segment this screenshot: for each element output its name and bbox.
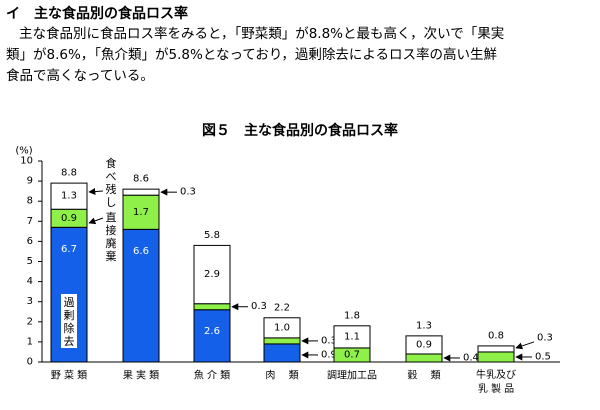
bar-total-label: 5.8 xyxy=(204,230,220,241)
category-label: 魚 介 類 xyxy=(194,369,230,382)
bar-segment-tabenokoshi xyxy=(50,182,88,210)
bar-segment-tabenokoshi xyxy=(122,188,160,196)
bar-value-chokusetsu: 0.3 xyxy=(321,335,337,346)
bar-value-tabenokoshi: 0.9 xyxy=(416,339,432,350)
category-label: 調理加工品 xyxy=(327,369,377,382)
bar-value-tabenokoshi: 1.1 xyxy=(344,331,360,342)
category-label: 野 菜 類 xyxy=(51,370,87,382)
section-title: イ 主な食品別の食品ロス率 xyxy=(6,6,188,22)
annotation-chokusetsu: 直接廃棄 xyxy=(106,210,117,263)
y-tick-label: 6 xyxy=(27,236,33,247)
annotation-tabenokoshi: 食べ残し xyxy=(106,156,117,209)
body-paragraph: 主な食品別に食品ロス率をみると，「野菜類」が8.8%と最も高く，次いで「果実 類… xyxy=(6,24,584,87)
bar-segment-tabenokoshi xyxy=(333,325,371,349)
bar-value-tabenokoshi: 2.9 xyxy=(204,269,220,280)
bar-value-kajo: 6.6 xyxy=(133,246,149,257)
category-label: 果 実 類 xyxy=(123,369,159,382)
bar-total-label: 2.2 xyxy=(274,302,290,313)
bar-value-tabenokoshi: 1.0 xyxy=(274,322,290,333)
bar-segment-kajo xyxy=(263,343,301,363)
category-label: 穀 類 xyxy=(407,369,440,382)
paragraph-line-3: 食品で高くなっている。 xyxy=(6,68,154,84)
y-tick-label: 3 xyxy=(27,296,33,307)
label-arrow xyxy=(88,188,104,196)
bar-value-chokusetsu: 0.7 xyxy=(344,349,360,360)
bar-value-tabenokoshi: 0.3 xyxy=(537,332,553,343)
bar-total-label: 1.3 xyxy=(416,320,432,331)
bar-total-label: 8.6 xyxy=(133,174,149,185)
paragraph-line-1: 主な食品別に食品ロス率をみると，「野菜類」が8.8%と最も高く，次いで「果実 xyxy=(19,26,505,42)
bar-segment-tabenokoshi xyxy=(263,317,301,339)
category-label: 牛乳及び乳 製 品 xyxy=(476,368,516,395)
y-tick-label: 0 xyxy=(27,357,33,368)
bar-value-chokusetsu: 0.3 xyxy=(251,301,267,312)
bar-segment-chokusetsu xyxy=(263,337,301,345)
bar-segment-tabenokoshi xyxy=(193,244,231,305)
y-tick-label: 2 xyxy=(27,316,33,327)
y-tick-label: 4 xyxy=(27,276,33,287)
annotation-bg xyxy=(61,294,77,348)
bar-value-chokusetsu: 1.7 xyxy=(133,207,149,218)
bar-value-kajo: 6.7 xyxy=(61,244,77,255)
y-axis-unit: (%) xyxy=(15,146,32,157)
bar-segment-tabenokoshi xyxy=(477,345,515,353)
y-tick-label: 1 xyxy=(27,336,33,347)
bar-value-tabenokoshi: 0.3 xyxy=(180,187,196,198)
bar-segment-tabenokoshi xyxy=(405,335,443,355)
figure-title: 図５ 主な食品別の食品ロス率 xyxy=(202,123,398,139)
bar-total-label: 1.8 xyxy=(344,310,360,321)
bar-value-chokusetsu: 0.4 xyxy=(463,352,479,363)
bar-total-label: 8.8 xyxy=(61,168,77,179)
bar-value-kajo: 2.6 xyxy=(204,326,220,337)
bar-value-chokusetsu: 0.5 xyxy=(535,351,551,362)
category-label: 肉 類 xyxy=(265,369,298,382)
bar-total-label: 0.8 xyxy=(488,330,504,341)
bar-segment-kajo xyxy=(122,228,160,363)
bar-segment-chokusetsu xyxy=(405,353,443,363)
y-tick-label: 9 xyxy=(27,176,33,187)
label-arrow xyxy=(88,217,104,225)
bar-segment-chokusetsu xyxy=(122,194,160,230)
label-arrow xyxy=(515,341,535,350)
bar-segment-chokusetsu xyxy=(477,351,515,363)
y-tick-label: 10 xyxy=(20,156,33,167)
bar-value-tabenokoshi: 1.3 xyxy=(61,191,77,202)
paragraph-line-2: 類」が8.6%，「魚介類」が5.8%となっており，過剰除去によるロス率の高い生鮮 xyxy=(6,47,498,63)
y-tick-label: 8 xyxy=(27,196,33,207)
annotation-kajo: 過剰除去 xyxy=(64,296,75,348)
y-tick-label: 5 xyxy=(27,256,33,267)
bar-value-chokusetsu: 0.9 xyxy=(61,213,77,224)
y-tick-label: 7 xyxy=(27,216,33,227)
bar-value-kajo: 0.9 xyxy=(321,349,337,360)
bar-segment-chokusetsu xyxy=(193,303,231,311)
